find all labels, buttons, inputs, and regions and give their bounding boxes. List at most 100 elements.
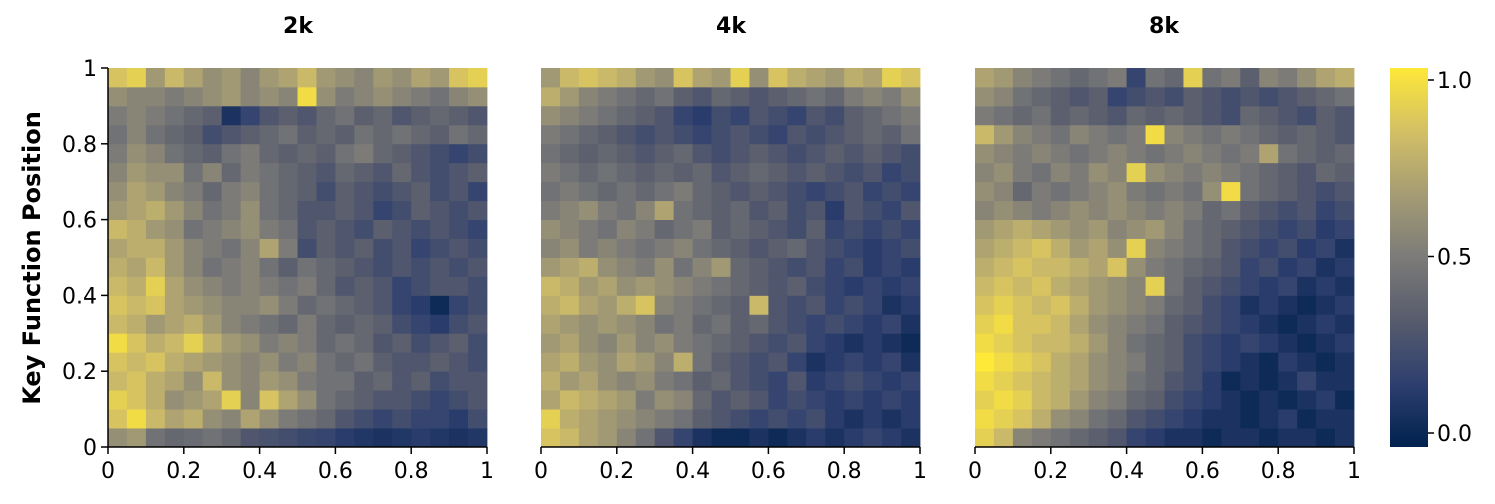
heatmap-cell <box>1126 105 1146 126</box>
heatmap-cell <box>1335 68 1355 88</box>
heatmap-cell <box>183 352 204 372</box>
heatmap-cell <box>578 200 599 220</box>
heatmap-cell <box>1126 143 1146 164</box>
heatmap-cell <box>578 219 599 239</box>
heatmap-cell <box>1088 162 1109 183</box>
heatmap-cell <box>1221 86 1241 107</box>
heatmap-cell <box>354 409 374 429</box>
heatmap-cell <box>635 219 656 239</box>
heatmap-cell <box>164 181 185 202</box>
heatmap-cell <box>1316 219 1336 239</box>
heatmap-cell <box>1107 124 1127 145</box>
heatmap-cell <box>597 257 618 277</box>
heatmap-cell <box>578 409 599 429</box>
heatmap-cell <box>787 428 807 448</box>
heatmap-cell <box>844 162 864 183</box>
heatmap-cell <box>1240 238 1260 258</box>
heatmap-cell <box>1031 257 1052 277</box>
colorbar-gradient <box>1390 68 1428 447</box>
heatmap-cell <box>373 333 393 353</box>
heatmap-cell <box>787 390 807 410</box>
heatmap-cell <box>1012 371 1033 391</box>
heatmap-cell <box>1012 200 1033 220</box>
heatmap-cell <box>1145 181 1165 202</box>
heatmap-cell <box>108 105 128 126</box>
heatmap-cell <box>578 143 599 164</box>
heatmap-cell <box>768 333 788 353</box>
heatmap-cell <box>863 219 883 239</box>
heatmap-cell <box>825 314 845 334</box>
heatmap-cell <box>1145 295 1165 315</box>
heatmap-cell <box>882 143 902 164</box>
heatmap-cell <box>692 276 712 296</box>
heatmap-cell <box>559 333 580 353</box>
heatmap-cell <box>1126 124 1146 145</box>
heatmap-cell <box>559 352 580 372</box>
heatmap-cell <box>354 219 374 239</box>
heatmap-cell <box>768 200 788 220</box>
heatmap-cell <box>711 68 731 88</box>
heatmap-cell <box>1050 143 1071 164</box>
heatmap-cell <box>1107 314 1127 334</box>
heatmap-cell <box>1069 314 1090 334</box>
heatmap-cell <box>730 124 750 145</box>
heatmap-cell <box>1012 409 1033 429</box>
heatmap-cell <box>259 371 279 391</box>
heatmap-cell <box>221 333 242 353</box>
heatmap-cell <box>202 276 223 296</box>
heatmap-cell <box>578 428 599 448</box>
heatmap-cell <box>164 409 185 429</box>
x-tick-label: 1 <box>1347 459 1361 484</box>
heatmap-cell <box>373 162 393 183</box>
heatmap-cell <box>335 181 355 202</box>
heatmap-cell <box>863 257 883 277</box>
heatmap-cell <box>1107 333 1127 353</box>
heatmap-cell <box>1050 86 1071 107</box>
heatmap-cell <box>975 352 995 372</box>
heatmap-cell <box>278 257 298 277</box>
heatmap-cell <box>221 200 242 220</box>
heatmap-cell <box>145 86 166 107</box>
heatmap-cell <box>240 219 260 239</box>
heatmap-cell <box>597 143 618 164</box>
heatmap-cell <box>430 219 450 239</box>
heatmap-cell <box>1012 124 1033 145</box>
heatmap-cell <box>354 352 374 372</box>
heatmap-cell <box>240 371 260 391</box>
heatmap-cell <box>597 314 618 334</box>
heatmap-cell <box>806 352 826 372</box>
heatmap-cell <box>1202 333 1222 353</box>
heatmap-cell <box>449 200 469 220</box>
heatmap-cell <box>901 86 921 107</box>
heatmap-cell <box>806 105 826 126</box>
heatmap-cell <box>1240 314 1260 334</box>
heatmap-cell <box>1145 238 1165 258</box>
heatmap-cell <box>993 105 1014 126</box>
heatmap-cell <box>559 257 580 277</box>
heatmap-cell <box>616 143 637 164</box>
heatmap-cell <box>541 333 561 353</box>
heatmap-cell <box>430 86 450 107</box>
heatmap-cell <box>373 219 393 239</box>
heatmap-cell <box>1126 390 1146 410</box>
heatmap-cell <box>1164 105 1184 126</box>
heatmap-cell <box>373 428 393 448</box>
x-tick-label: 0.6 <box>751 459 786 484</box>
heatmap-cell <box>1164 276 1184 296</box>
heatmap-cell <box>993 200 1014 220</box>
heatmap-cell <box>354 105 374 126</box>
heatmap-cell <box>673 352 693 372</box>
heatmap-cell <box>392 124 412 145</box>
heatmap-cell <box>901 68 921 88</box>
heatmap-cells-8k <box>975 68 1355 448</box>
heatmap-cell <box>844 105 864 126</box>
heatmap-cell <box>297 409 317 429</box>
heatmap-cell <box>1240 371 1260 391</box>
heatmap-cell <box>411 124 431 145</box>
x-tick-label: 0.2 <box>599 459 634 484</box>
heatmap-cell <box>863 68 883 88</box>
heatmap-cell <box>202 390 223 410</box>
heatmap-cell <box>654 162 675 183</box>
heatmap-cell <box>654 276 675 296</box>
heatmap-cell <box>1240 105 1260 126</box>
